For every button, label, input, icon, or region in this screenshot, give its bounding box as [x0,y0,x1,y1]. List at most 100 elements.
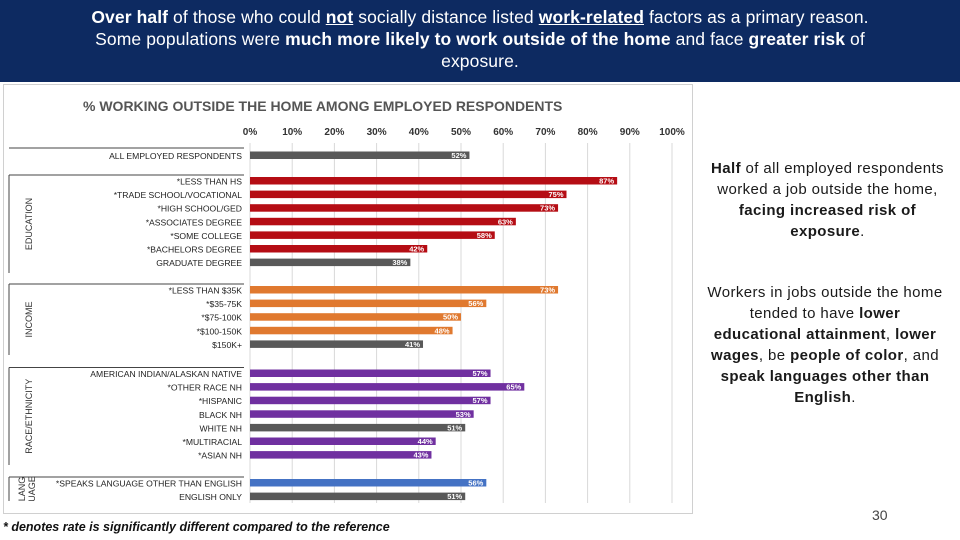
data-label: 44% [418,437,433,446]
category-label: *HIGH SCHOOL/GED [157,204,242,214]
text-run: of all employed respondents worked a job… [717,160,944,198]
data-label: 41% [405,340,420,349]
data-label: 38% [392,258,407,267]
category-label: *$100-150K [197,326,243,336]
bar [250,326,453,335]
category-label: *SOME COLLEGE [170,231,242,241]
headline-line-2: Some populations were much more likely t… [8,28,952,50]
x-tick-label: 20% [324,127,344,138]
text-run: , [885,326,896,343]
headline-banner: Over half of those who could not sociall… [0,0,960,82]
bar [250,151,470,159]
data-label: 63% [498,217,513,226]
headline-line-3: exposure. [8,50,952,72]
x-tick-label: 70% [535,127,555,138]
bar [250,313,461,321]
bar [250,177,618,185]
chart-panel: % WORKING OUTSIDE THE HOME AMONG EMPLOYE… [3,84,693,514]
category-label: WHITE NH [200,423,243,433]
bar [250,231,495,239]
page-number: 30 [872,507,888,523]
bar [250,410,474,418]
group-label-line: EDUCATION [24,198,34,250]
data-label: 51% [447,492,462,501]
bar [250,396,491,405]
group-label-line: LANG [17,477,27,502]
category-label: $150K+ [212,340,242,350]
text-run: work-related [538,7,644,27]
data-label: 52% [451,151,466,160]
footnote: * denotes rate is significantly differen… [3,520,390,534]
category-label: *$35-75K [206,299,242,309]
category-label: BLACK NH [199,410,242,420]
callout-workers-profile: Workers in jobs outside the home tended … [705,282,945,408]
text-run: Over half [91,7,169,27]
bar [250,437,436,445]
category-label: *BACHELORS DEGREE [147,245,242,255]
text-run: not [325,7,354,27]
group-label: LANGUAGE [17,476,37,502]
data-label: 56% [468,299,483,308]
text-run: . [860,223,865,240]
data-label: 56% [468,479,483,488]
category-label: ENGLISH ONLY [179,492,242,502]
text-run: of [845,29,865,49]
text-run: and face [670,29,749,49]
text-run: Some populations were [95,29,286,49]
bar [250,492,466,501]
text-run: greater risk [748,29,846,49]
category-label: *TRADE SCHOOL/VOCATIONAL [114,190,243,200]
group-label: INCOME [24,302,34,338]
category-label: AMERICAN INDIAN/ALASKAN NATIVE [90,369,242,379]
text-run: much more likely to work outside of the … [285,29,671,49]
data-label: 73% [540,204,555,213]
x-tick-label: 90% [620,127,640,138]
category-label: *LESS THAN $35K [169,286,243,296]
x-tick-label: 0% [243,127,258,138]
data-label: 53% [456,410,471,419]
chart-title: % WORKING OUTSIDE THE HOME AMONG EMPLOYE… [83,98,562,114]
data-label: 43% [413,451,428,460]
text-run: of those who could [168,7,326,27]
data-label: 57% [473,369,488,378]
data-label: 87% [599,177,614,186]
text-run: lower educational attainment [713,305,901,343]
bar [250,479,487,487]
category-label: *ASIAN NH [198,451,242,461]
data-label: 57% [473,396,488,405]
category-label: *ASSOCIATES DEGREE [146,217,243,227]
bar [250,340,424,348]
bar [250,217,516,226]
data-label: 65% [506,383,521,392]
category-label: *MULTIRACIAL [182,437,242,447]
bar [250,383,525,391]
bar [250,423,466,432]
x-tick-label: 40% [409,127,429,138]
category-label: *HISPANIC [199,396,242,406]
text-run: Half [711,160,741,177]
x-tick-label: 30% [367,127,387,138]
bar [250,190,567,199]
category-label: GRADUATE DEGREE [156,258,242,268]
text-run: Workers in jobs outside the home tended … [707,284,943,322]
x-tick-label: 60% [493,127,513,138]
text-run: speak languages other than English [720,368,930,406]
data-label: 75% [548,190,563,199]
data-label: 50% [443,313,458,322]
category-label: ALL EMPLOYED RESPONDENTS [109,151,242,161]
data-label: 73% [540,286,555,295]
bar [250,286,559,294]
text-run: facing increased risk of exposure [738,202,917,240]
headline-line-1: Over half of those who could not sociall… [8,6,952,28]
callout-half-employed: Half of all employed respondents worked … [705,158,950,242]
text-run: people of color [790,347,904,364]
text-run: exposure. [441,51,519,71]
category-label: *LESS THAN HS [177,177,243,187]
x-tick-label: 10% [282,127,302,138]
group-label-line: UAGE [27,476,37,502]
bar [250,369,491,377]
data-label: 58% [477,231,492,240]
x-tick-label: 80% [578,127,598,138]
group-label: RACE/ETHNICITY [24,379,34,454]
x-tick-label: 100% [659,127,685,138]
